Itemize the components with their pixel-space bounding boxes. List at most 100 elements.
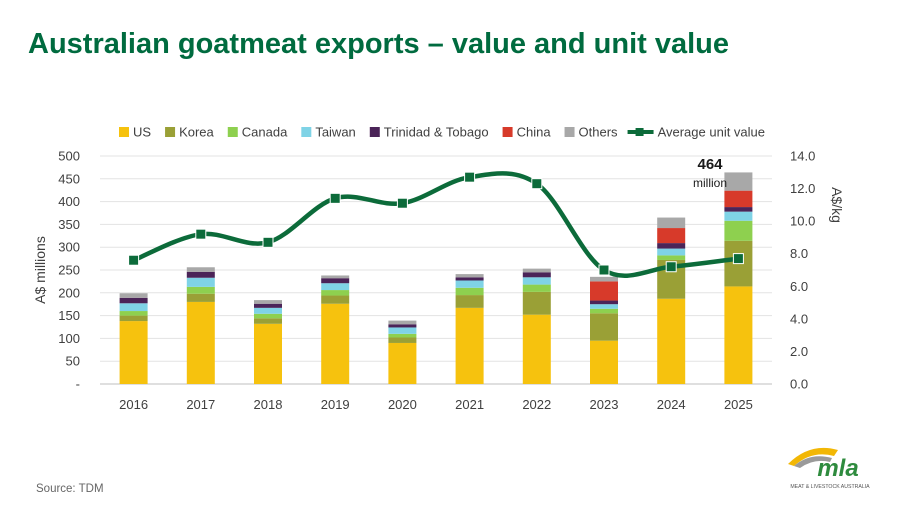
bar-segment	[321, 278, 350, 284]
y2-tick-label: 12.0	[790, 181, 815, 196]
bar-segment	[522, 268, 551, 273]
x-tick-label: 2017	[186, 397, 215, 412]
bar-segment	[254, 323, 282, 384]
line-marker	[262, 236, 274, 248]
legend-swatch	[502, 127, 513, 137]
bar-segment	[254, 303, 282, 308]
legend-swatch	[369, 127, 380, 137]
bar-segment	[321, 290, 350, 296]
legend-label: US	[133, 125, 151, 140]
bar-segment	[455, 287, 484, 296]
bar-segment	[254, 307, 282, 314]
bar-segment	[186, 301, 215, 384]
y2-axis-label: A$/kg	[829, 187, 845, 223]
legend-swatch	[227, 127, 238, 137]
x-tick-label: 2019	[321, 397, 350, 412]
line-marker	[665, 261, 677, 273]
bar-segment	[657, 255, 686, 260]
logo-subtext: MEAT & LIVESTOCK AUSTRALIA	[790, 484, 870, 490]
page-title: Australian goatmeat exports – value and …	[28, 28, 730, 60]
stacked-bar-line-chart: - 50 100 150 200 250 300 350 400 450 500 0.0 2.0 4.0…	[32, 125, 845, 413]
x-tick-label: 2016	[119, 397, 148, 412]
legend: US Korea Canada Taiwan Trinidad & Tobago Chin…	[119, 125, 765, 140]
y-tick-label: 350	[58, 217, 80, 232]
bar-segment	[522, 277, 551, 285]
y-tick-label: 250	[58, 263, 80, 278]
bar-segment	[186, 286, 215, 294]
y2-tick-label: 14.0	[790, 149, 815, 164]
bar-segment	[522, 291, 551, 315]
y2-tick-label: 6.0	[790, 279, 808, 294]
bar-segment	[321, 275, 350, 279]
x-tick-label: 2023	[590, 397, 619, 412]
legend-label: Canada	[242, 125, 288, 140]
bar-segment	[388, 324, 417, 328]
legend-label: Trinidad & Tobago	[384, 125, 489, 140]
bar-segment	[724, 190, 753, 208]
y-tick-label: 450	[58, 171, 80, 186]
bar-segment	[186, 271, 215, 278]
x-tick-label: 2025	[724, 397, 753, 412]
source-note: Source: TDM	[36, 483, 104, 495]
bar-segment	[254, 318, 282, 324]
bar-segment	[724, 286, 753, 384]
bar-segment	[254, 313, 282, 319]
y2-tick-label: 4.0	[790, 311, 808, 326]
legend-label: Average unit value	[658, 125, 765, 140]
bar-segment	[590, 313, 618, 341]
x-tick-label: 2022	[522, 397, 551, 412]
line-marker	[329, 192, 341, 204]
x-axis: 2016 2017 2018 2019 2020 2021 2022 2023 2024 2025	[119, 397, 753, 412]
y-tick-label: 500	[58, 149, 80, 164]
bar-segment	[321, 295, 350, 304]
legend-label: China	[517, 125, 552, 140]
bar-segment	[321, 303, 350, 384]
bar-segment	[590, 276, 618, 282]
bar-segment	[119, 303, 148, 312]
legend-label: Taiwan	[315, 125, 355, 140]
bar-segment	[657, 228, 686, 244]
bar-segment	[388, 333, 417, 338]
bar-segment	[657, 298, 686, 384]
bar-segment	[254, 300, 282, 304]
y-tick-label: 300	[58, 240, 80, 255]
bar-segment	[186, 267, 215, 272]
line-marker	[598, 264, 610, 276]
y2-tick-label: 10.0	[790, 214, 815, 229]
y-tick-label: 200	[58, 285, 80, 300]
bar-segment	[455, 307, 484, 384]
bar-segment	[321, 283, 350, 291]
line-marker	[128, 254, 140, 266]
bar-segment	[724, 211, 753, 221]
y-axis-left: - 50 100 150 200 250 300 350 400 450 500	[58, 149, 80, 392]
bar-segment	[590, 304, 618, 309]
bar-segment	[455, 277, 484, 281]
bar-segment	[119, 311, 148, 316]
bar-segment	[186, 277, 215, 287]
annotation-unit: million	[693, 176, 727, 190]
x-tick-label: 2021	[455, 397, 484, 412]
unit-value-line-path	[131, 171, 741, 278]
x-tick-label: 2020	[388, 397, 417, 412]
y-axis-right: 0.0 2.0 4.0 6.0 8.0 10.0 12.0 14.0	[790, 149, 815, 392]
bars	[119, 172, 753, 384]
logo-gold-arc	[788, 447, 838, 466]
legend-swatch	[301, 127, 312, 137]
y-axis-label: A$ millions	[32, 236, 48, 304]
legend-label: Korea	[179, 125, 214, 140]
bar-segment	[657, 243, 686, 249]
y-tick-label: -	[76, 377, 80, 392]
bar-segment	[388, 337, 417, 343]
bar-segment	[657, 248, 686, 256]
line-marker	[396, 197, 408, 209]
x-tick-label: 2024	[657, 397, 686, 412]
bar-segment	[186, 293, 215, 302]
bar-segment	[388, 320, 417, 325]
bar-segment	[388, 327, 417, 334]
bar-segment	[455, 295, 484, 308]
y-tick-label: 50	[66, 354, 80, 369]
bar-segment	[119, 321, 148, 384]
bar-segment	[590, 340, 618, 384]
y2-tick-label: 2.0	[790, 344, 808, 359]
bar-segment	[590, 308, 618, 314]
